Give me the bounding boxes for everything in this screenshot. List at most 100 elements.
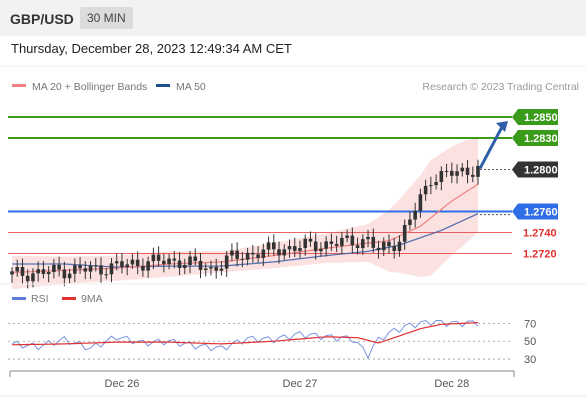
candle-body-16 bbox=[93, 265, 98, 267]
rsi-ma-line bbox=[11, 321, 479, 346]
target-tag-0 bbox=[512, 109, 558, 125]
target-label-0: 1.2850 bbox=[524, 112, 558, 124]
candle-body-87 bbox=[465, 167, 470, 175]
candle-body-2 bbox=[20, 266, 25, 276]
candle-body-48 bbox=[261, 249, 266, 258]
top-bar: GBP/USD 30 MIN bbox=[0, 0, 586, 36]
candle-body-22 bbox=[125, 264, 129, 268]
chart-datetime: Thursday, December 28, 2023 12:49:34 AM … bbox=[11, 41, 292, 56]
candle-body-46 bbox=[251, 252, 255, 255]
x-tick-label-0: Dec 26 bbox=[105, 378, 140, 390]
candle-body-58 bbox=[313, 241, 318, 252]
candle-body-63 bbox=[340, 237, 344, 246]
candle-body-61 bbox=[329, 241, 334, 244]
pivot-line-tag-3 bbox=[512, 203, 558, 220]
candle-body-24 bbox=[135, 259, 140, 266]
candle-body-26 bbox=[146, 261, 150, 271]
candle-body-1 bbox=[15, 266, 20, 272]
pivot-line-label-3: 1.2760 bbox=[524, 207, 558, 219]
candle-body-53 bbox=[287, 246, 292, 250]
candle-body-85 bbox=[455, 171, 459, 176]
pivot-tag-2 bbox=[512, 161, 558, 178]
candle-body-27 bbox=[151, 254, 156, 262]
candle-body-74 bbox=[397, 241, 402, 252]
target-tag-1 bbox=[512, 130, 558, 146]
candle-body-89 bbox=[476, 165, 480, 177]
candle-body-88 bbox=[470, 174, 475, 177]
target-label-1: 1.2830 bbox=[524, 133, 558, 145]
candle-body-39 bbox=[214, 267, 219, 271]
candle-body-8 bbox=[52, 264, 56, 272]
candle-body-33 bbox=[182, 264, 187, 268]
candle-body-54 bbox=[292, 246, 297, 251]
timeframe-badge[interactable]: 30 MIN bbox=[80, 7, 133, 29]
candle-body-64 bbox=[345, 235, 349, 238]
candle-body-49 bbox=[266, 242, 271, 250]
candle-body-0 bbox=[10, 271, 14, 275]
candle-body-14 bbox=[83, 268, 88, 272]
legend-swatch-0 bbox=[12, 84, 26, 87]
candle-body-71 bbox=[381, 241, 386, 251]
candle-body-4 bbox=[31, 273, 35, 282]
x-tick-label-2: Dec 28 bbox=[434, 378, 469, 390]
source-label: Research © 2023 Trading Central bbox=[422, 81, 579, 93]
candle-body-23 bbox=[130, 259, 135, 265]
candle-body-45 bbox=[245, 252, 250, 260]
candle-body-66 bbox=[355, 245, 360, 249]
candle-body-47 bbox=[256, 254, 260, 258]
candle-body-34 bbox=[188, 256, 192, 265]
candle-body-65 bbox=[350, 235, 355, 246]
candle-body-79 bbox=[423, 185, 428, 195]
candle-body-70 bbox=[376, 247, 381, 251]
candle-body-31 bbox=[172, 258, 177, 261]
candle-body-28 bbox=[156, 254, 161, 261]
candle-body-40 bbox=[219, 268, 224, 271]
candle-body-84 bbox=[450, 170, 454, 176]
candle-body-57 bbox=[308, 238, 313, 242]
x-tick-label-1: Dec 27 bbox=[283, 378, 318, 390]
candle-body-15 bbox=[88, 265, 93, 272]
candle-body-18 bbox=[104, 274, 109, 276]
candle-body-76 bbox=[408, 219, 412, 225]
rsi-legend-swatch-0 bbox=[12, 297, 26, 300]
candle-body-55 bbox=[298, 247, 302, 251]
support-label-4: 1.2740 bbox=[523, 228, 557, 240]
rsi-tick-2: 30 bbox=[524, 354, 536, 366]
forecast-arrow-shaft bbox=[478, 126, 504, 170]
support-label-5: 1.2720 bbox=[523, 249, 557, 261]
candle-body-38 bbox=[209, 267, 213, 269]
currency-pair: GBP/USD bbox=[10, 11, 74, 27]
candle-body-10 bbox=[62, 269, 67, 279]
rsi-legend-label-1: 9MA bbox=[81, 293, 103, 305]
candle-body-60 bbox=[324, 241, 328, 249]
legend-label-1: MA 50 bbox=[176, 81, 206, 93]
candle-body-59 bbox=[319, 248, 323, 252]
candle-body-75 bbox=[402, 224, 407, 242]
candle-body-7 bbox=[46, 271, 51, 275]
candle-body-6 bbox=[41, 269, 46, 275]
candle-body-9 bbox=[57, 264, 61, 270]
candle-body-37 bbox=[203, 268, 208, 270]
candle-body-12 bbox=[73, 265, 77, 274]
candle-body-69 bbox=[371, 236, 376, 248]
legend-swatch-1 bbox=[156, 84, 170, 87]
rsi-tick-1: 50 bbox=[524, 336, 536, 348]
candle-body-36 bbox=[198, 260, 203, 270]
candle-body-35 bbox=[193, 256, 198, 261]
candle-body-81 bbox=[434, 182, 438, 186]
bollinger-band bbox=[12, 137, 478, 290]
candle-body-83 bbox=[444, 170, 449, 172]
candle-body-25 bbox=[141, 265, 145, 271]
candle-body-42 bbox=[230, 250, 234, 256]
candle-body-67 bbox=[361, 239, 365, 249]
candle-body-73 bbox=[392, 246, 397, 252]
candle-body-13 bbox=[78, 265, 82, 269]
candle-body-44 bbox=[240, 258, 245, 260]
candle-body-41 bbox=[224, 255, 229, 269]
candle-body-50 bbox=[271, 242, 276, 250]
rsi-legend-label-0: RSI bbox=[31, 293, 49, 305]
legend-label-0: MA 20 + Bollinger Bands bbox=[32, 81, 147, 93]
rsi-legend-swatch-1 bbox=[62, 297, 76, 300]
candle-body-43 bbox=[235, 250, 239, 259]
